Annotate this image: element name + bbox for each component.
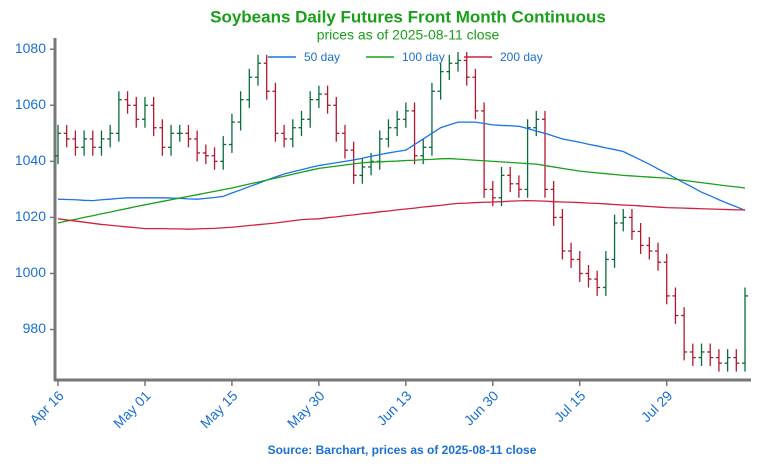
x-tick-label: Jun 30 [461,387,502,428]
legend-label: 50 day [304,50,340,64]
moving-average-line [57,121,746,211]
chart-subtitle: prices as of 2025-08-11 close [317,27,500,43]
x-tick-label: Jul 15 [551,387,589,425]
y-tick-label: 1060 [15,96,46,112]
y-tick-label: 1080 [15,40,46,56]
y-tick-label: 1020 [15,208,46,224]
x-tick-label: Apr 16 [26,387,67,428]
x-tick-label: Jul 29 [638,387,676,425]
moving-average-line [57,157,746,224]
x-tick-label: May 15 [197,387,241,431]
y-tick-label: 980 [23,320,47,336]
legend-label: 100 day [402,50,445,64]
chart-title: Soybeans Daily Futures Front Month Conti… [210,7,606,26]
legend-label: 200 day [500,50,543,64]
source-note: Source: Barchart, prices as of 2025-08-1… [268,443,537,457]
y-tick-label: 1040 [15,152,46,168]
x-tick-label: Jun 13 [374,387,415,428]
moving-average-line [57,199,745,230]
x-tick-label: May 01 [110,387,154,431]
y-tick-label: 1000 [15,264,46,280]
x-tick-label: May 30 [284,387,328,431]
